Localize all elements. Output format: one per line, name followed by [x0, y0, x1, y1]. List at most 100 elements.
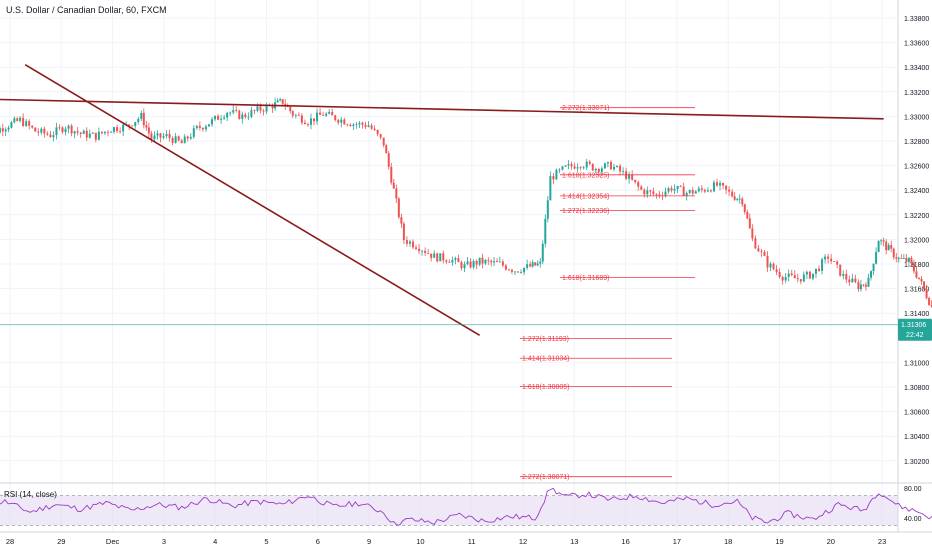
- candle-body: [64, 128, 67, 133]
- candle-body: [754, 238, 757, 249]
- candle-body: [890, 245, 893, 249]
- candle-body: [897, 257, 900, 259]
- candle-body: [439, 253, 442, 262]
- candle-body: [541, 243, 544, 262]
- candle-body: [864, 284, 867, 287]
- fib-level-label: 2.272(1.30071): [522, 474, 569, 481]
- candle-body: [546, 200, 549, 219]
- candle-body: [895, 257, 898, 259]
- candle-body: [451, 260, 454, 263]
- candle-body: [28, 121, 31, 126]
- candle-body: [775, 269, 778, 273]
- candle-body: [475, 260, 478, 265]
- candle-body: [484, 260, 487, 264]
- candle-body: [880, 240, 883, 242]
- fib-level-label: 1.618(1.31689): [562, 275, 609, 282]
- candle-body: [905, 257, 908, 262]
- candle-body: [784, 276, 787, 281]
- candle-body: [159, 133, 162, 138]
- candle-body: [902, 257, 905, 259]
- candle-body: [421, 250, 424, 252]
- candle-body: [703, 189, 706, 192]
- candle-body: [328, 112, 331, 114]
- fib-level-label: 1.272(1.32236): [562, 208, 609, 215]
- candle-body: [833, 261, 836, 262]
- candle-body: [510, 269, 513, 272]
- candle-body: [652, 191, 655, 195]
- candle-body: [4, 129, 7, 132]
- fib-level-label: 2.272(1.33071): [562, 105, 609, 112]
- candle-body: [70, 125, 73, 134]
- candle-body: [612, 166, 615, 170]
- candle-body: [781, 276, 784, 281]
- x-tick-label: 20: [827, 537, 835, 546]
- candle-body: [585, 161, 588, 168]
- candle-body: [40, 128, 43, 133]
- fib-level-label: 1.414(1.32354): [562, 193, 609, 200]
- candle-body: [289, 106, 292, 112]
- candle-body: [355, 124, 358, 126]
- candle-body: [531, 262, 534, 267]
- candle-body: [748, 218, 751, 229]
- candle-body: [576, 167, 579, 169]
- y-tick-label: 1.33800: [904, 16, 929, 23]
- candle-body: [88, 133, 91, 138]
- candle-body: [49, 134, 52, 138]
- candle-body: [523, 267, 526, 273]
- candle-body: [67, 125, 70, 129]
- x-tick-label: 5: [264, 537, 268, 546]
- candle-body: [331, 112, 334, 116]
- y-tick-label: 1.32800: [904, 139, 929, 146]
- candle-body: [736, 198, 739, 200]
- candle-body: [116, 127, 119, 132]
- candle-body: [862, 284, 865, 286]
- candle-body: [738, 198, 741, 200]
- candle-body: [501, 261, 504, 266]
- candle-body: [655, 194, 658, 195]
- y-tick-label: 1.31600: [904, 287, 929, 294]
- candle-body: [478, 257, 481, 265]
- candle-body: [555, 169, 558, 180]
- candle-body: [564, 165, 567, 167]
- candle-body: [622, 171, 625, 173]
- price-tag-value: 1.31306: [901, 322, 926, 329]
- candle-body: [442, 253, 445, 261]
- candle-body: [271, 105, 274, 109]
- candle-body: [882, 240, 885, 242]
- candle-body: [113, 127, 116, 132]
- candle-body: [162, 136, 165, 138]
- candle-body: [772, 263, 775, 270]
- candle-body: [539, 261, 542, 264]
- candle-body: [504, 265, 507, 270]
- candle-body: [373, 128, 376, 130]
- candle-body: [37, 131, 40, 133]
- candle-body: [52, 135, 55, 138]
- candle-body: [872, 263, 875, 272]
- candle-body: [436, 253, 439, 262]
- candle-body: [606, 162, 609, 164]
- rsi-band: [0, 495, 898, 526]
- candle-body: [600, 168, 603, 172]
- candle-body: [594, 168, 597, 171]
- candle-body: [637, 182, 640, 187]
- y-tick-label: 1.32400: [904, 188, 929, 195]
- candle-body: [892, 248, 895, 258]
- candle-body: [460, 262, 463, 269]
- candle-body: [201, 127, 204, 130]
- candle-body: [156, 133, 159, 136]
- candle-body: [79, 132, 82, 134]
- candle-body: [214, 115, 217, 120]
- candle-body: [472, 260, 475, 268]
- candle-body: [836, 261, 839, 265]
- candle-body: [848, 279, 851, 283]
- candle-body: [673, 188, 676, 191]
- candle-body: [195, 125, 198, 129]
- candle-body: [495, 261, 498, 263]
- candle-body: [722, 183, 725, 186]
- candle-body: [867, 277, 870, 287]
- candle-body: [682, 186, 685, 196]
- trendline: [24, 64, 481, 337]
- candle-body: [145, 125, 148, 128]
- candle-body: [603, 163, 606, 169]
- candle-body: [392, 182, 395, 189]
